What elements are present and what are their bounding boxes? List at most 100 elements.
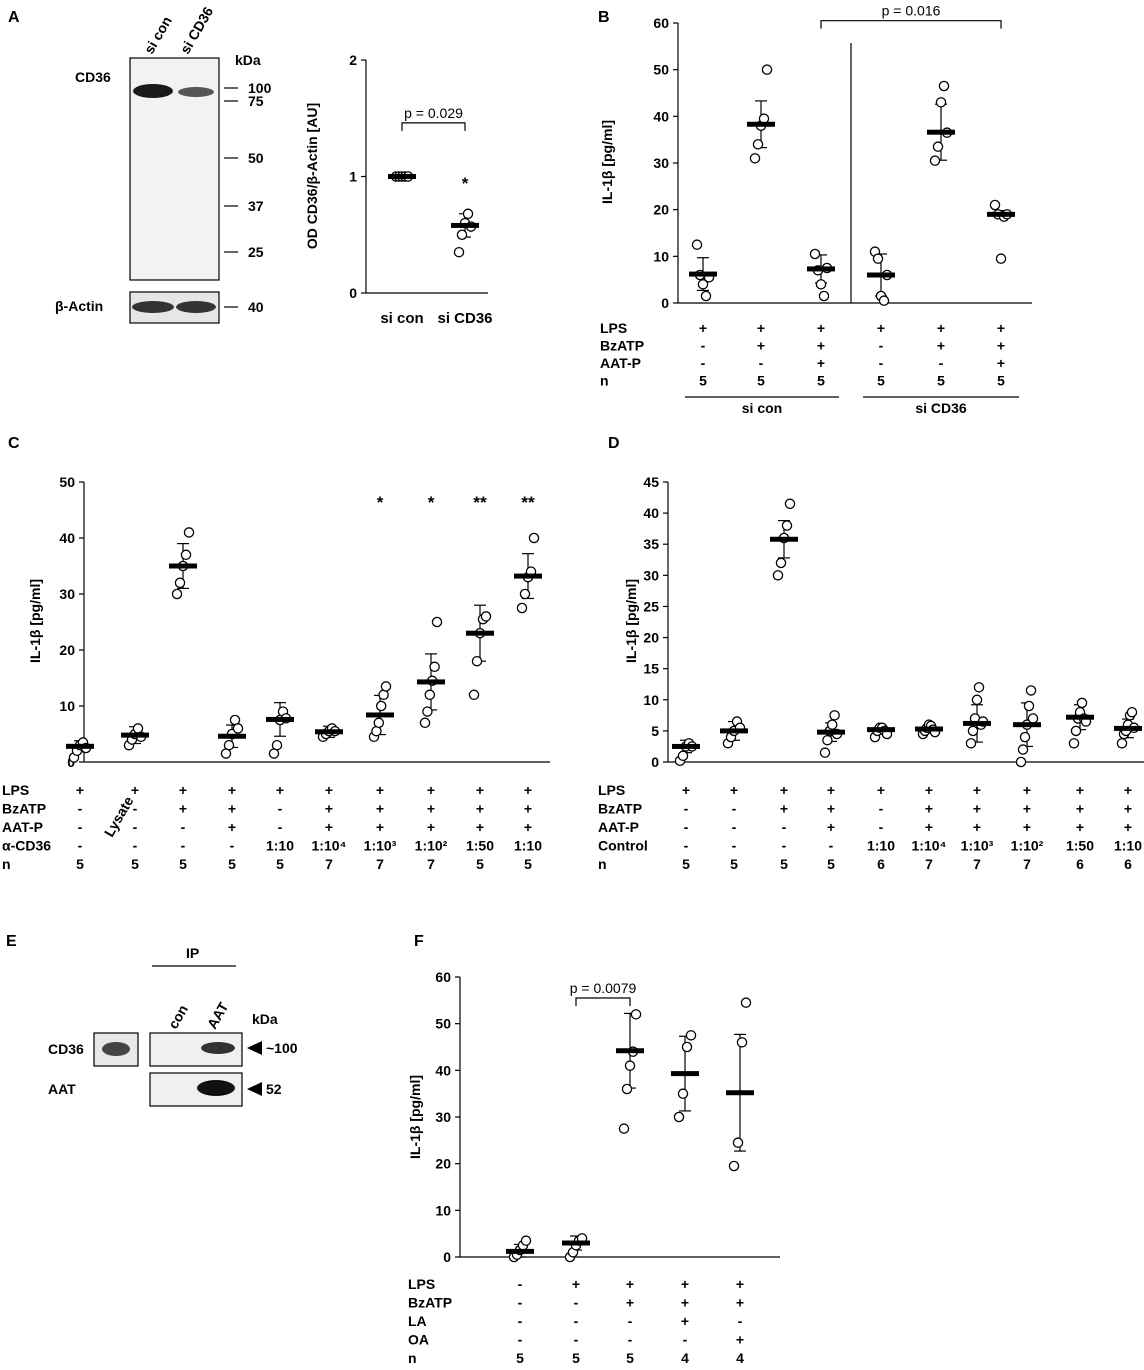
condition-value: - bbox=[278, 819, 283, 835]
condition-row-label: LPS bbox=[598, 782, 625, 798]
data-point bbox=[1070, 725, 1082, 737]
condition-value: + bbox=[681, 1276, 689, 1292]
y-tick-label: 0 bbox=[651, 754, 659, 770]
condition-row-label: n bbox=[408, 1350, 417, 1366]
mean-bar bbox=[672, 743, 700, 749]
condition-value: 1:10 bbox=[1114, 838, 1142, 854]
data-point bbox=[781, 520, 793, 531]
data-point bbox=[681, 1041, 693, 1053]
condition-value: + bbox=[1023, 819, 1031, 835]
condition-value: - bbox=[782, 819, 787, 835]
condition-value: 6 bbox=[877, 856, 885, 872]
condition-value: 5 bbox=[179, 856, 187, 872]
condition-value: + bbox=[179, 801, 187, 817]
y-tick-label: 0 bbox=[67, 754, 75, 770]
condition-value: - bbox=[879, 819, 884, 835]
condition-row-label: BzATP bbox=[2, 801, 46, 817]
condition-value: + bbox=[730, 782, 738, 798]
condition-value: 5 bbox=[572, 1350, 580, 1366]
y-tick-label: 40 bbox=[653, 108, 669, 124]
bracket-line bbox=[820, 20, 1002, 29]
data-point bbox=[973, 682, 985, 693]
condition-value: + bbox=[997, 338, 1005, 354]
mean-bar bbox=[218, 733, 246, 739]
condition-value: 1:10³ bbox=[961, 838, 994, 854]
significance-star: * bbox=[377, 493, 384, 512]
condition-value: + bbox=[827, 801, 835, 817]
condition-value: - bbox=[684, 819, 689, 835]
significance-star: * bbox=[462, 174, 469, 193]
data-point bbox=[468, 689, 480, 701]
mean-bar bbox=[562, 1240, 590, 1246]
y-tick-label: 10 bbox=[653, 248, 669, 264]
blot-a-row-label: CD36 bbox=[75, 69, 111, 85]
condition-row-label: BzATP bbox=[408, 1295, 452, 1311]
blot-e-band bbox=[197, 1080, 235, 1096]
data-point bbox=[929, 155, 941, 166]
condition-value: 1:50 bbox=[466, 838, 494, 854]
condition-value: - bbox=[133, 801, 138, 817]
condition-value: - bbox=[683, 1332, 688, 1348]
blot-e-marker-label: 52 bbox=[266, 1081, 282, 1097]
mean-bar bbox=[366, 712, 394, 718]
condition-value: - bbox=[78, 838, 83, 854]
condition-row-label: n bbox=[600, 373, 609, 389]
mean-bar bbox=[817, 729, 845, 735]
condition-value: + bbox=[973, 819, 981, 835]
condition-value: - bbox=[574, 1313, 579, 1329]
y-tick-label: 2 bbox=[349, 52, 357, 68]
condition-value: - bbox=[684, 838, 689, 854]
condition-value: - bbox=[518, 1295, 523, 1311]
significance-star: ** bbox=[473, 493, 487, 512]
blot-a-marker-label: 25 bbox=[248, 244, 264, 260]
chart-panel-d: 0 5 10 15 20 25 30 35 40 45 IL-1β [pg/ml] LPS + + + + + +… bbox=[598, 474, 1144, 872]
condition-value: - bbox=[518, 1332, 523, 1348]
condition-value: + bbox=[997, 320, 1005, 336]
condition-value: 7 bbox=[325, 856, 333, 872]
condition-value: 5 bbox=[131, 856, 139, 872]
data-point bbox=[380, 681, 392, 692]
condition-row-label: LPS bbox=[408, 1276, 435, 1292]
condition-value: + bbox=[524, 819, 532, 835]
condition-value: 5 bbox=[228, 856, 236, 872]
data-point bbox=[419, 717, 431, 729]
condition-value: + bbox=[376, 782, 384, 798]
data-point bbox=[878, 295, 890, 306]
condition-value: 7 bbox=[925, 856, 933, 872]
data-point bbox=[736, 1037, 748, 1048]
mean-bar bbox=[66, 743, 94, 749]
condition-value: 1:50 bbox=[1066, 838, 1094, 854]
data-point bbox=[815, 279, 827, 290]
data-point bbox=[480, 611, 492, 622]
y-tick-label: 60 bbox=[653, 15, 669, 31]
bracket-line bbox=[575, 997, 631, 1006]
data-point bbox=[422, 706, 433, 717]
condition-value: 1:10 bbox=[514, 838, 542, 854]
condition-value: 5 bbox=[476, 856, 484, 872]
condition-value: - bbox=[829, 838, 834, 854]
condition-value: - bbox=[181, 819, 186, 835]
blot-e-row-label: AAT bbox=[48, 1081, 76, 1097]
condition-value: + bbox=[476, 801, 484, 817]
data-point bbox=[174, 577, 186, 589]
condition-value: + bbox=[1076, 801, 1084, 817]
condition-value: - bbox=[574, 1332, 579, 1348]
panel-letter-e: E bbox=[6, 933, 17, 950]
p-value-bracket: p = 0.016 bbox=[820, 3, 1002, 29]
data-point bbox=[938, 80, 950, 92]
y-tick-label: 10 bbox=[435, 1202, 451, 1218]
blot-a-marker-label: 100 bbox=[248, 80, 272, 96]
mean-bar bbox=[720, 728, 748, 734]
condition-value: 1:10⁴ bbox=[912, 838, 947, 854]
panel-letter-d: D bbox=[608, 435, 620, 452]
condition-value: + bbox=[937, 320, 945, 336]
condition-value: 1:10 bbox=[867, 838, 895, 854]
mean-bar bbox=[867, 727, 895, 733]
condition-value: - bbox=[628, 1313, 633, 1329]
data-point bbox=[1076, 697, 1088, 709]
data-point bbox=[761, 64, 773, 75]
bracket-line bbox=[401, 122, 466, 131]
condition-row-label: BzATP bbox=[600, 338, 644, 354]
blot-a-lane-label: si CD36 bbox=[177, 4, 217, 57]
data-point bbox=[995, 253, 1007, 264]
